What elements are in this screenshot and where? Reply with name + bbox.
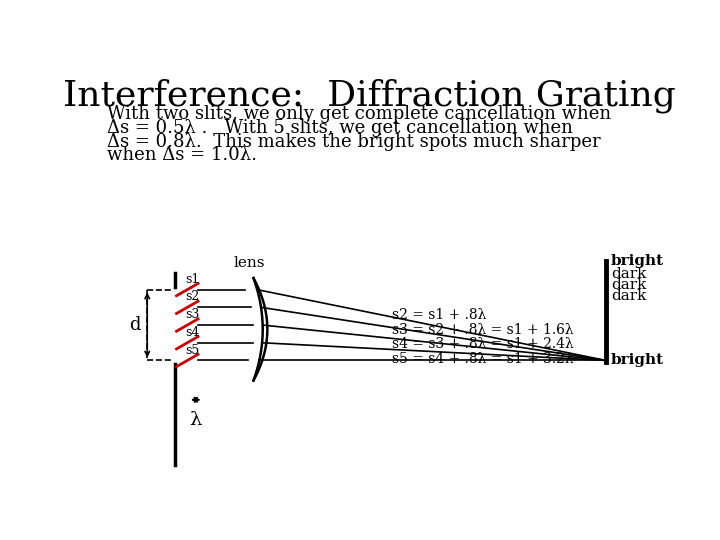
Text: s5 = s4 + .8λ = s1 + 3.2λ: s5 = s4 + .8λ = s1 + 3.2λ: [392, 352, 574, 366]
Text: s3 = s2 + .8λ = s1 + 1.6λ: s3 = s2 + .8λ = s1 + 1.6λ: [392, 323, 574, 336]
Text: s5: s5: [186, 343, 200, 356]
Text: λ: λ: [189, 410, 202, 429]
Text: d: d: [129, 316, 140, 334]
Text: dark: dark: [611, 278, 646, 292]
Text: s4 = s3 + .8λ = s1 + 2.4λ: s4 = s3 + .8λ = s1 + 2.4λ: [392, 338, 574, 352]
Text: Δs = 0.8λ.  This makes the bright spots much sharper: Δs = 0.8λ. This makes the bright spots m…: [107, 132, 600, 151]
Text: bright: bright: [611, 354, 664, 368]
Text: s2 = s1 + .8λ: s2 = s1 + .8λ: [392, 308, 487, 322]
Text: bright: bright: [611, 254, 664, 268]
Text: dark: dark: [611, 267, 646, 281]
Text: s2: s2: [186, 291, 200, 303]
Text: Δs = 0.5λ .   With 5 slits, we get cancellation when: Δs = 0.5λ . With 5 slits, we get cancell…: [107, 119, 573, 137]
Text: dark: dark: [611, 289, 646, 303]
Text: With two slits, we only get complete cancellation when: With two slits, we only get complete can…: [107, 105, 611, 123]
Text: lens: lens: [234, 256, 266, 271]
Text: when Δs = 1.0λ.: when Δs = 1.0λ.: [107, 146, 257, 164]
Text: s1: s1: [186, 273, 200, 286]
Text: Interference:  Diffraction Grating: Interference: Diffraction Grating: [63, 79, 675, 113]
Text: s3: s3: [186, 308, 200, 321]
Text: s4: s4: [186, 326, 200, 339]
